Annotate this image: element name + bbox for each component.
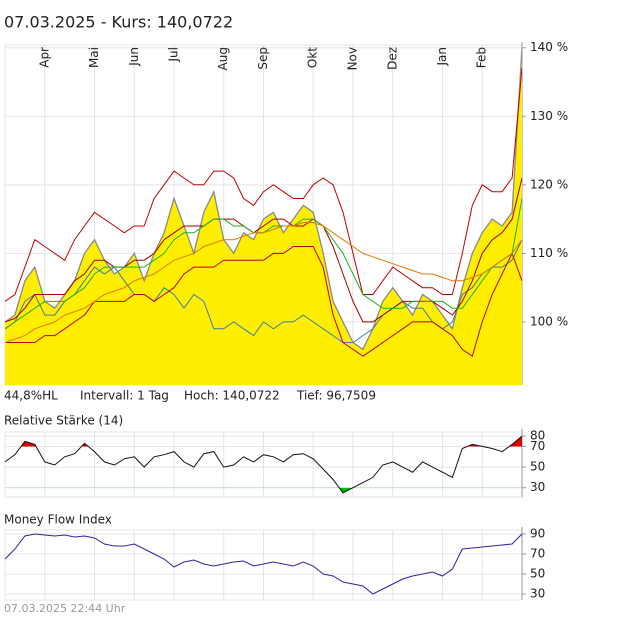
x-tick-label: Feb [475,47,489,68]
series-line [4,435,523,494]
annotation: Tief: 96,7509 [296,389,376,403]
y-tick-label: 70 [530,439,545,453]
series-line [5,246,522,358]
series-line [5,222,522,343]
series-line [5,177,522,323]
panel-title: Money Flow Index [4,513,112,527]
x-tick-label: Okt [306,47,320,68]
annotation: Intervall: 1 Tag [80,389,169,403]
panel-title: Relative Stärke (14) [4,414,123,428]
y-tick-label: 50 [530,460,545,474]
y-tick-label: 50 [530,567,545,581]
y-tick-label: 30 [530,480,545,494]
price-area [5,47,522,385]
series-line [4,533,523,595]
annotation: 44,8%HL [4,389,58,403]
x-tick-label: Jul [167,47,181,62]
x-tick-label: Jan [435,47,449,67]
y-tick-label: 30 [530,587,545,601]
chart-title: 07.03.2025 - Kurs: 140,0722 [4,13,233,32]
y-tick-label: 130 % [530,109,568,123]
y-tick-label: 100 % [530,314,568,328]
x-tick-label: Aug [216,47,230,70]
x-tick-label: Mai [87,47,101,68]
series-line [5,68,522,302]
annotation: Hoch: 140,0722 [184,389,280,403]
x-tick-label: Sep [256,47,270,70]
footer: 07.03.2025 22:44 Uhr [4,602,126,615]
x-tick-label: Apr [37,47,51,68]
y-tick-label: 90 [530,527,545,541]
series-line [5,47,522,351]
y-tick-label: 140 % [530,40,568,54]
y-tick-label: 70 [530,547,545,561]
x-tick-label: Jun [127,47,141,67]
x-tick-label: Nov [345,47,359,70]
x-tick-label: Dez [385,47,399,70]
y-tick-label: 120 % [530,177,568,191]
y-tick-label: 110 % [530,246,568,260]
y-tick-label: 80 [530,429,545,443]
